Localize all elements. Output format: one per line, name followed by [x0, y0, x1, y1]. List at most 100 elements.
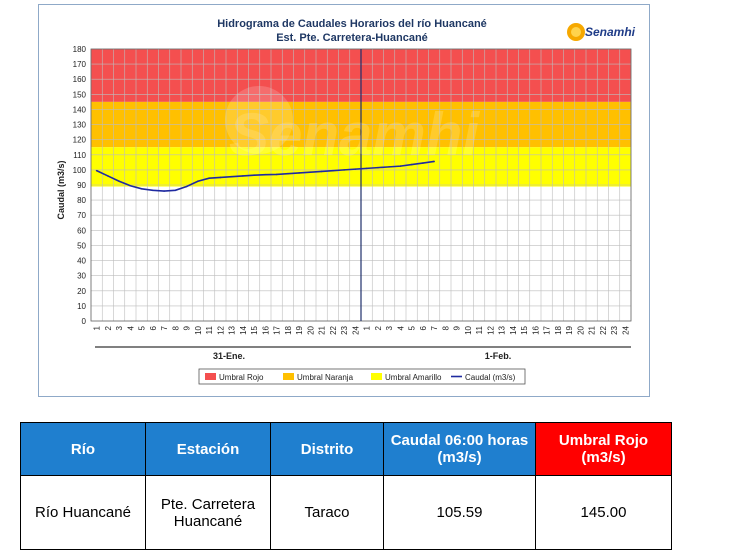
data-point [410, 163, 413, 166]
x-tick-label: 24 [621, 325, 630, 334]
x-tick-label: 23 [340, 325, 349, 334]
data-point [185, 185, 188, 188]
x-tick-label: 2 [374, 325, 383, 330]
legend-box [198, 368, 526, 385]
x-tick-label: 4 [126, 325, 135, 330]
y-tick-label: 40 [77, 257, 86, 266]
cell-caudal: 105.59 [383, 475, 536, 550]
chart-title: Hidrograma de Caudales Horarios del río … [217, 18, 487, 30]
cell-distrito: Taraco [270, 475, 384, 550]
data-point [287, 172, 289, 175]
x-tick-label: 5 [138, 325, 147, 330]
data-point [152, 189, 154, 192]
x-tick-label: 15 [250, 325, 259, 334]
x-tick-label: 3 [385, 325, 394, 330]
chart-frame: Hidrograma de Caudales Horarios del río … [38, 4, 650, 397]
x-tick-label: 9 [183, 325, 192, 330]
data-point [343, 169, 345, 171]
cell-estacion: Pte. Carretera Huancané [145, 475, 271, 550]
chart-subtitle: Est. Pte. Carretera-Huancané [276, 32, 428, 44]
day-label-1-feb: 1-Feb. [485, 351, 512, 361]
data-point [197, 180, 199, 183]
x-tick-label: 22 [329, 325, 338, 334]
data-point [388, 166, 390, 168]
data-point [174, 189, 177, 192]
y-tick-label: 0 [82, 317, 87, 326]
x-tick-label: 14 [509, 325, 518, 334]
y-tick-label: 150 [73, 90, 87, 99]
data-point [320, 170, 323, 173]
x-tick-label: 4 [396, 325, 405, 330]
x-tick-label: 7 [160, 325, 169, 330]
x-tick-label: 20 [306, 325, 315, 334]
x-tick-label: 16 [261, 325, 270, 334]
data-point [422, 162, 424, 164]
data-point [433, 160, 435, 163]
data-point [219, 176, 222, 179]
x-tick-label: 17 [273, 325, 282, 334]
x-tick-label: 1 [363, 325, 372, 330]
x-tick-label: 19 [295, 325, 304, 334]
x-tick-label: 1 [93, 325, 102, 330]
x-tick-label: 13 [498, 325, 507, 334]
x-tick-label: 12 [486, 325, 495, 334]
x-tick-label: 24 [351, 325, 360, 334]
cell-rio: Río Huancané [20, 475, 146, 550]
y-tick-label: 70 [77, 211, 86, 220]
x-tick-label: 5 [408, 325, 417, 330]
y-tick-label: 110 [73, 151, 86, 160]
x-tick-label: 8 [171, 325, 180, 330]
data-point [253, 174, 255, 176]
legend-label: Caudal (m3/s) [465, 373, 516, 382]
x-tick-label: 18 [554, 325, 563, 334]
table-header-row: Río Estación Distrito Caudal 06:00 horas… [20, 422, 672, 476]
legend-swatch [205, 373, 216, 380]
y-tick-label: 140 [73, 105, 87, 114]
data-point [95, 169, 98, 172]
data-point [332, 169, 334, 172]
x-tick-label: 16 [531, 325, 540, 334]
legend-swatch [371, 373, 382, 380]
x-tick-label: 3 [115, 325, 124, 330]
x-tick-label: 6 [149, 325, 158, 330]
data-point [377, 166, 379, 169]
x-tick-label: 6 [419, 325, 428, 330]
x-tick-label: 20 [576, 325, 585, 334]
legend-swatch [283, 373, 294, 380]
data-point [275, 173, 278, 176]
data-point [129, 184, 132, 187]
watermark-text: Senamhi [229, 101, 480, 168]
header-distrito: Distrito [270, 422, 384, 476]
data-point [354, 168, 357, 170]
data-point [107, 175, 109, 177]
y-tick-label: 120 [73, 136, 87, 145]
logo-text: Senamhi [585, 25, 636, 39]
plot-area: 0102030405060708090100110120130140150160… [73, 45, 632, 335]
y-tick-label: 160 [73, 75, 87, 84]
table-row: Río Huancané Pte. Carretera Huancané Tar… [20, 475, 672, 550]
y-tick-label: 130 [73, 121, 87, 130]
data-point [230, 175, 233, 178]
y-tick-label: 90 [77, 181, 86, 190]
x-tick-label: 21 [588, 325, 597, 334]
station-info-table: Río Estación Distrito Caudal 06:00 horas… [20, 422, 672, 550]
x-tick-label: 11 [205, 325, 214, 334]
x-tick-label: 8 [441, 325, 450, 330]
data-point [140, 187, 143, 190]
x-tick-label: 10 [464, 325, 473, 334]
legend-label: Umbral Amarillo [385, 373, 442, 382]
y-tick-label: 60 [77, 226, 86, 235]
x-tick-label: 14 [239, 325, 248, 334]
x-tick-label: 2 [104, 325, 113, 330]
data-point [309, 171, 312, 173]
y-axis-title: Caudal (m3/s) [56, 160, 66, 219]
x-tick-label: 22 [599, 325, 608, 334]
watermark: Senamhi [225, 86, 480, 168]
x-tick-label: 17 [543, 325, 552, 334]
y-tick-label: 30 [77, 272, 86, 281]
header-estacion: Estación [145, 422, 271, 476]
x-tick-label: 11 [475, 325, 484, 334]
data-point [399, 165, 402, 167]
data-point [208, 177, 210, 179]
data-point [365, 167, 368, 170]
